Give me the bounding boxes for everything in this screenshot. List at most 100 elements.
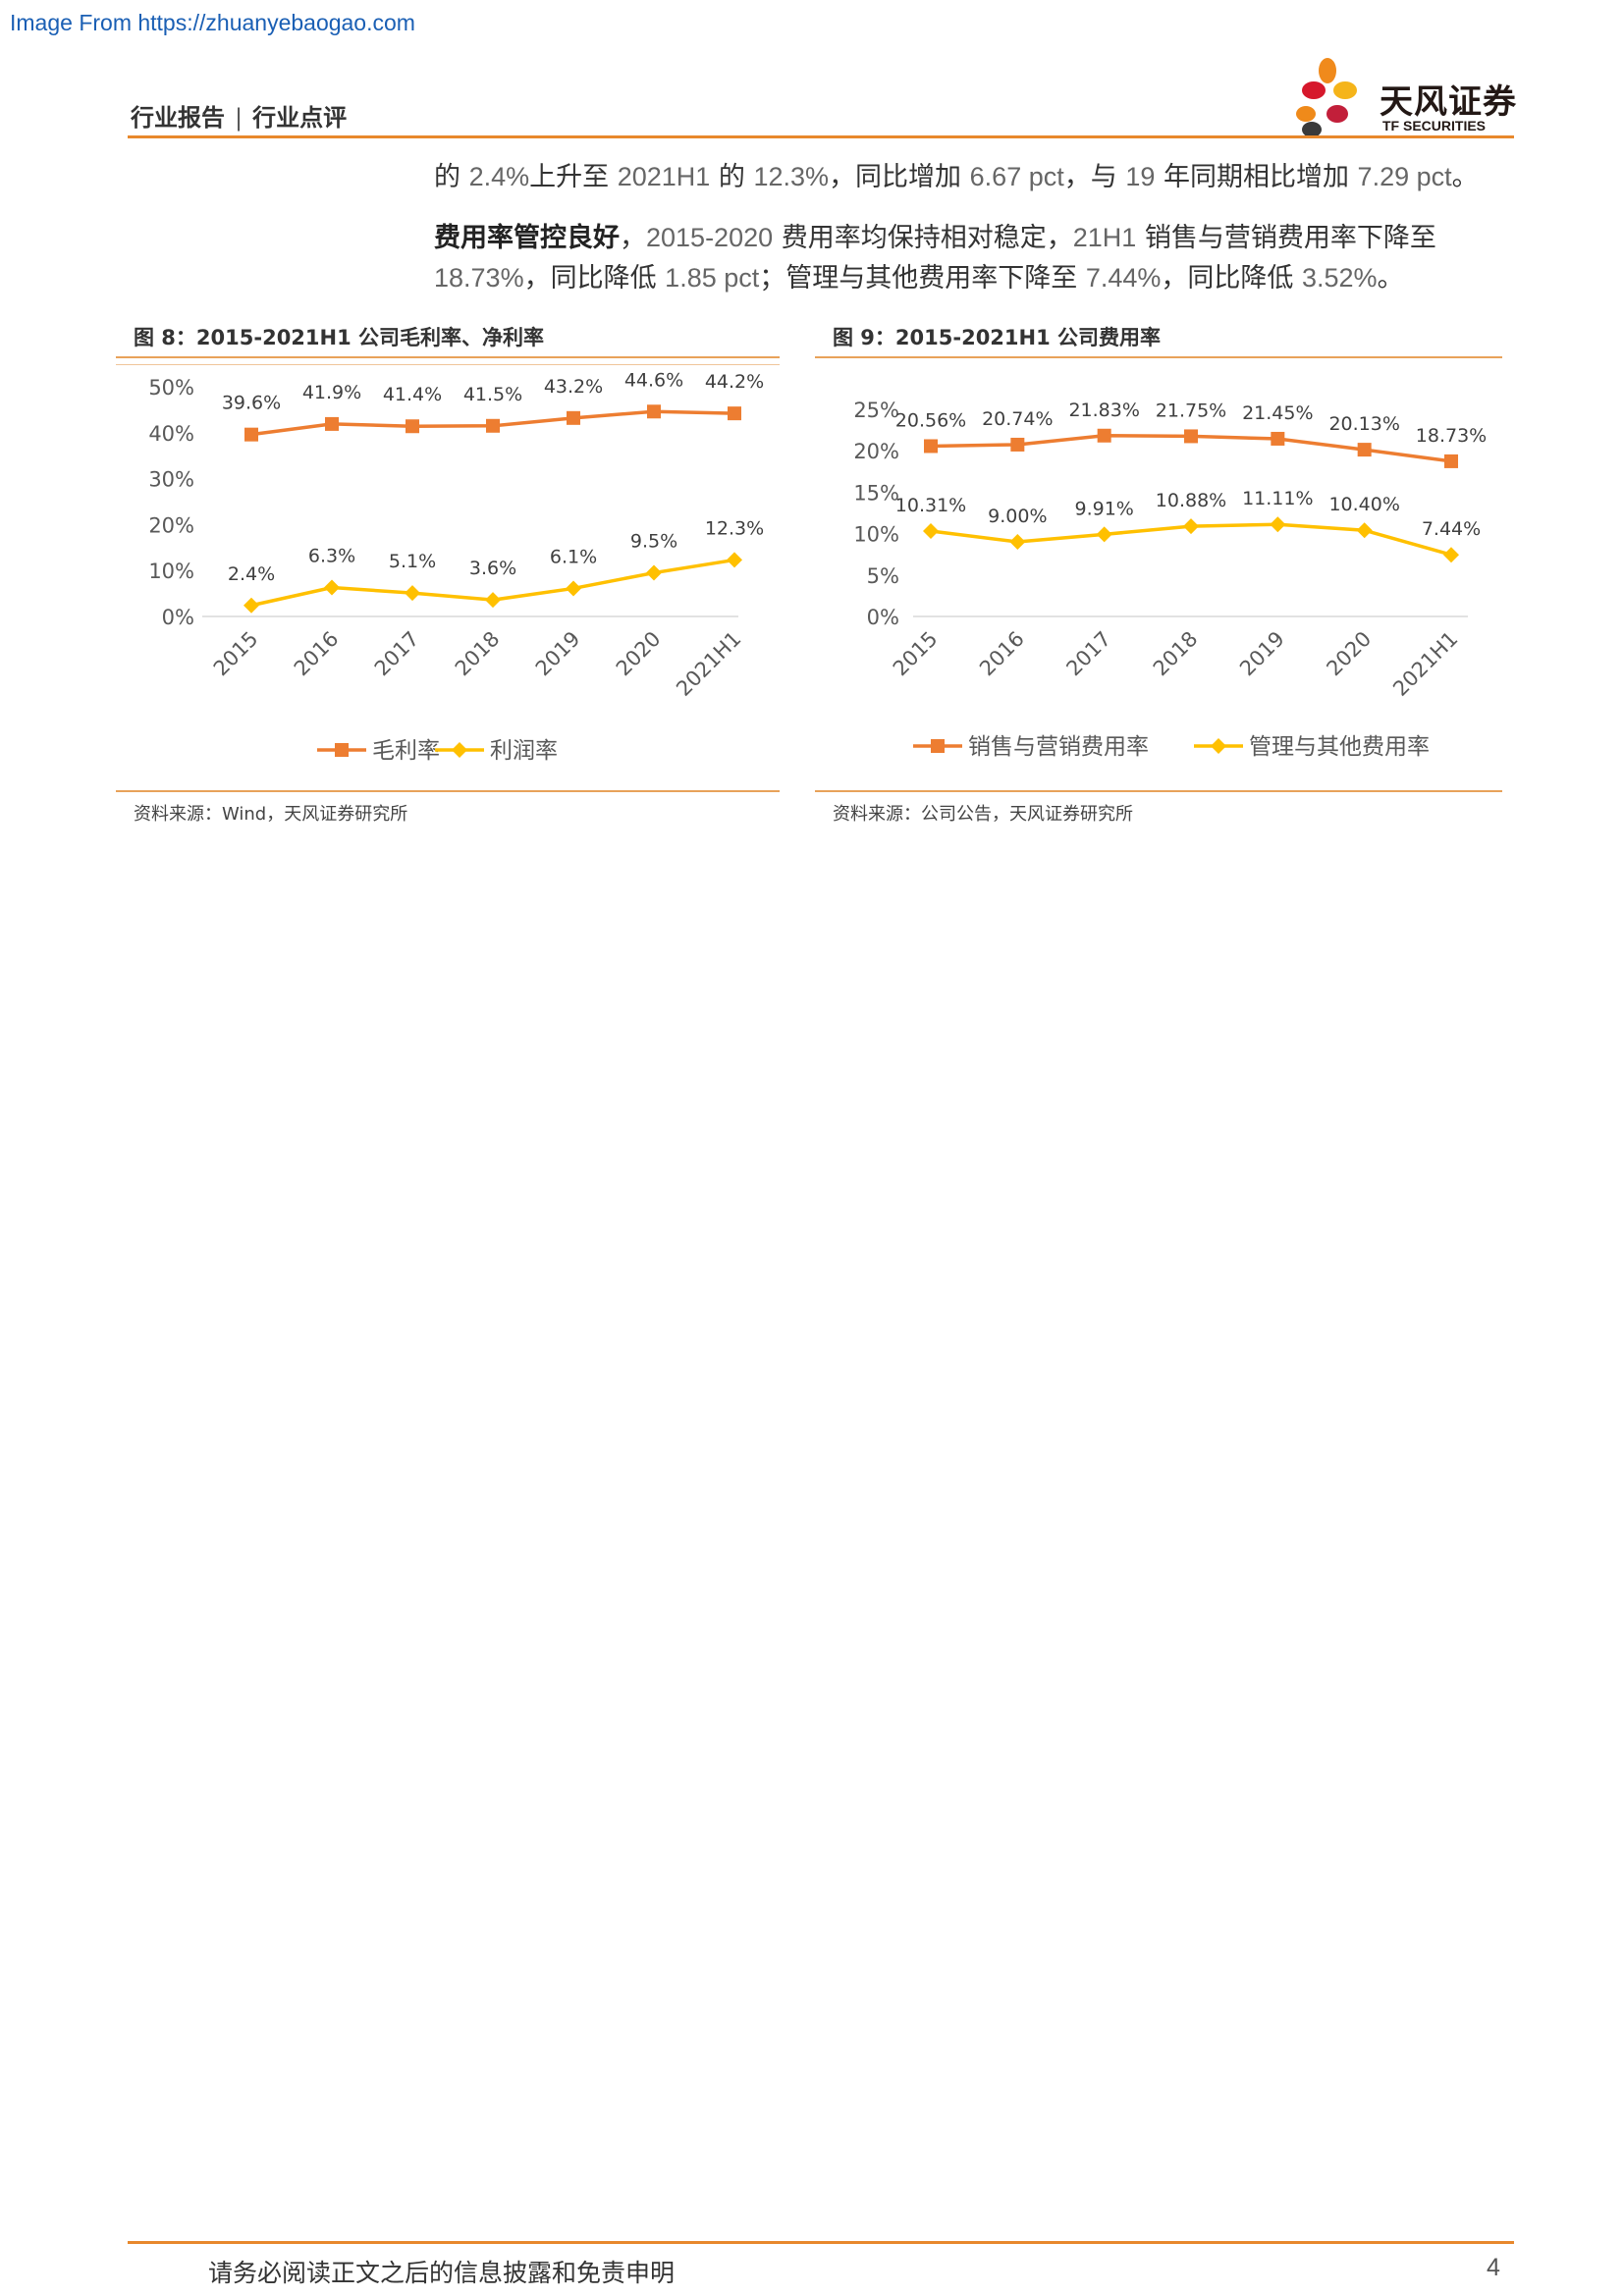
header-separator: |	[235, 104, 244, 132]
y-tick-label: 0%	[162, 606, 194, 629]
data-label: 41.5%	[463, 384, 522, 405]
x-tick-label: 2015	[889, 627, 943, 681]
data-point-square	[406, 419, 419, 434]
paragraph-profit: 的 2.4%上升至 2021H1 的 12.3%，同比增加 6.67 pct，与…	[434, 157, 1514, 197]
figure9-chart: 0% 5% 10% 15% 20% 25% 2015 2016 2017 2018 2019 2020…	[853, 399, 1487, 760]
legend-label: 利润率	[490, 738, 558, 764]
data-point-diamond	[324, 579, 340, 596]
x-tick-label: 2016	[290, 627, 344, 681]
data-label: 9.00%	[988, 506, 1047, 527]
data-point-square	[1010, 437, 1025, 452]
data-label: 7.44%	[1422, 518, 1481, 540]
footer-disclaimer[interactable]: 请务必阅读正文之后的信息披露和免责申明	[208, 2259, 676, 2287]
lead-text: 费用率管控良好	[434, 223, 620, 253]
y-tick-label: 30%	[148, 468, 194, 492]
data-label: 21.83%	[1068, 400, 1139, 421]
data-point-square	[1357, 443, 1372, 457]
data-point-diamond	[923, 522, 939, 539]
figure9-top-rule	[815, 356, 1502, 358]
data-label: 41.4%	[383, 384, 442, 405]
data-point-square	[647, 404, 661, 419]
y-tick-label: 25%	[853, 399, 899, 422]
data-point-square	[325, 416, 339, 431]
text: 销售与营销费用率下降至	[1136, 223, 1436, 253]
y-tick-label: 40%	[148, 422, 194, 446]
data-point-diamond	[1356, 522, 1373, 539]
y-tick-label: 20%	[148, 513, 194, 537]
x-tick-label: 2018	[451, 627, 505, 681]
y-tick-label: 10%	[853, 523, 899, 547]
data-point-diamond	[1443, 547, 1459, 563]
x-tick-label: 2019	[1235, 627, 1289, 681]
data-label: 20.74%	[982, 408, 1053, 430]
data-label: 44.6%	[624, 369, 683, 391]
data-label: 39.6%	[222, 393, 281, 414]
page-number: 4	[1487, 2254, 1500, 2281]
footer-rule	[128, 2241, 1514, 2244]
data-label: 44.2%	[705, 371, 764, 393]
data-point-diamond	[727, 552, 742, 568]
y-tick-label: 50%	[148, 376, 194, 400]
logo-petal-yellow	[1333, 81, 1357, 99]
number: 6.67 pct	[969, 162, 1064, 191]
x-tick-label: 2018	[1149, 627, 1203, 681]
data-label: 12.3%	[705, 517, 764, 539]
data-label: 2.4%	[228, 563, 275, 585]
data-point-square	[244, 427, 258, 442]
data-point-diamond	[485, 592, 501, 609]
data-label: 10.40%	[1328, 494, 1399, 515]
data-label: 10.88%	[1156, 490, 1226, 511]
logo-petal-orange-left	[1296, 106, 1316, 122]
legend-label: 销售与营销费用率	[968, 734, 1149, 760]
data-point-square	[924, 439, 938, 454]
data-label: 3.6%	[469, 558, 516, 579]
data-point-diamond	[1183, 518, 1199, 535]
data-label: 21.45%	[1242, 402, 1313, 424]
data-point-square	[1444, 454, 1458, 468]
y-tick-label: 20%	[853, 440, 899, 463]
text: 年同期相比增加	[1155, 162, 1358, 192]
data-point-diamond	[244, 597, 259, 614]
tf-securities-logo	[1296, 58, 1357, 137]
data-point-diamond	[566, 580, 581, 597]
legend-marker-square	[931, 739, 945, 753]
data-label: 6.3%	[308, 546, 355, 567]
number: 19	[1125, 162, 1156, 191]
logo-subtitle: TF SECURITIES	[1382, 118, 1487, 133]
data-label: 21.75%	[1156, 400, 1226, 421]
data-label: 41.9%	[302, 382, 361, 403]
x-tick-label: 2020	[612, 627, 666, 681]
x-tick-label: 2021H1	[1388, 627, 1462, 701]
x-tick-label: 2017	[1061, 627, 1115, 681]
data-label: 10.31%	[895, 495, 966, 516]
data-point-square	[1271, 431, 1285, 446]
logo-petal-orange-top	[1319, 58, 1336, 83]
number: 7.29 pct	[1357, 162, 1452, 191]
x-tick-label: 2015	[209, 627, 263, 681]
figure9-bottom-rule	[815, 790, 1502, 792]
text: 的	[710, 162, 754, 192]
x-tick-label: 2021H1	[672, 627, 745, 701]
data-label: 20.56%	[895, 409, 966, 431]
source-watermark[interactable]: Image From https://zhuanyebaogao.com	[10, 10, 415, 35]
text: 。	[1451, 162, 1479, 192]
data-label: 20.13%	[1328, 413, 1399, 435]
y-tick-label: 15%	[853, 481, 899, 505]
number: 21H1	[1072, 223, 1137, 252]
data-point-square	[486, 418, 500, 433]
data-label: 5.1%	[389, 551, 436, 572]
logo-name: 天风证券	[1380, 82, 1517, 122]
figure8-title: 图 8：2015-2021H1 公司毛利率、净利率	[134, 326, 545, 349]
data-point-square	[1097, 428, 1111, 443]
logo-petal-red	[1302, 81, 1326, 99]
data-label: 9.91%	[1074, 498, 1133, 519]
legend-marker-diamond	[452, 742, 467, 758]
number: 3.52%	[1302, 263, 1378, 293]
figure8-inner-rule	[116, 364, 780, 365]
text: ，	[620, 223, 646, 253]
data-point-diamond	[1009, 534, 1026, 551]
data-point-square	[728, 406, 741, 421]
category-label: 行业报告	[131, 104, 225, 132]
number: 18.73%	[434, 263, 524, 293]
data-label: 43.2%	[544, 376, 603, 398]
